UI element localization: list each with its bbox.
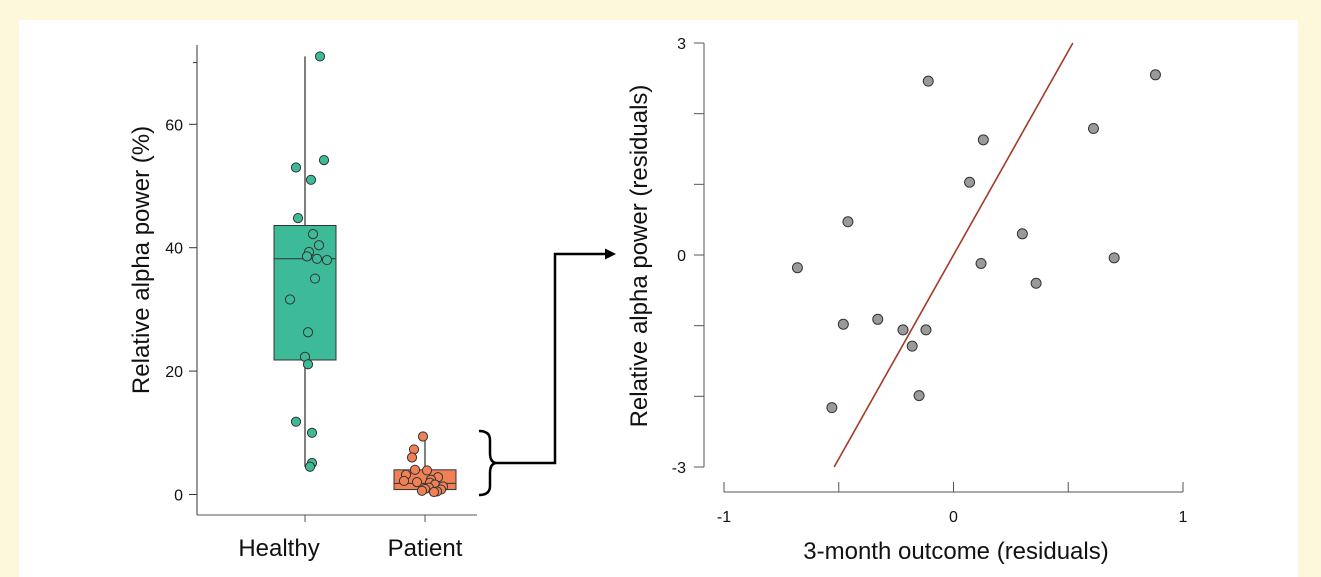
y-tick-label: 60 [165,117,183,134]
data-point [417,431,429,442]
data-point [309,273,321,284]
data-point [311,253,323,264]
box-iqr [273,224,337,361]
data-point [416,485,428,496]
y-axis-title: Relative alpha power (%) [128,126,155,394]
data-point [292,212,304,224]
data-point [307,229,319,240]
y-tick-label: 20 [165,364,183,381]
y-tick-label: 40 [165,241,183,258]
data-point [305,174,317,185]
box-plot: 0 20 40 60 Relative alpha power (%) Healthy Pa… [128,45,477,562]
data-point [318,154,330,166]
y-tick-label: 0 [174,488,183,505]
data-point [321,254,333,266]
data-point [428,486,440,498]
data-point [304,461,316,472]
data-point [409,464,421,475]
data-point [313,240,325,251]
data-point [411,477,423,488]
data-point [284,294,296,305]
data-point [421,465,433,476]
data-point [290,162,302,173]
data-point [306,427,318,438]
data-point [301,251,313,262]
data-point [302,327,314,338]
data-point [406,452,418,463]
data-point [314,51,326,62]
data-point [302,359,314,370]
figure: 0 20 40 60 Relative alpha power (%) Healthy Pa… [19,20,1298,577]
data-point [290,416,302,427]
x-category-label: Patient [388,535,463,562]
x-category-label: Healthy [238,535,319,562]
data-point [398,475,410,487]
